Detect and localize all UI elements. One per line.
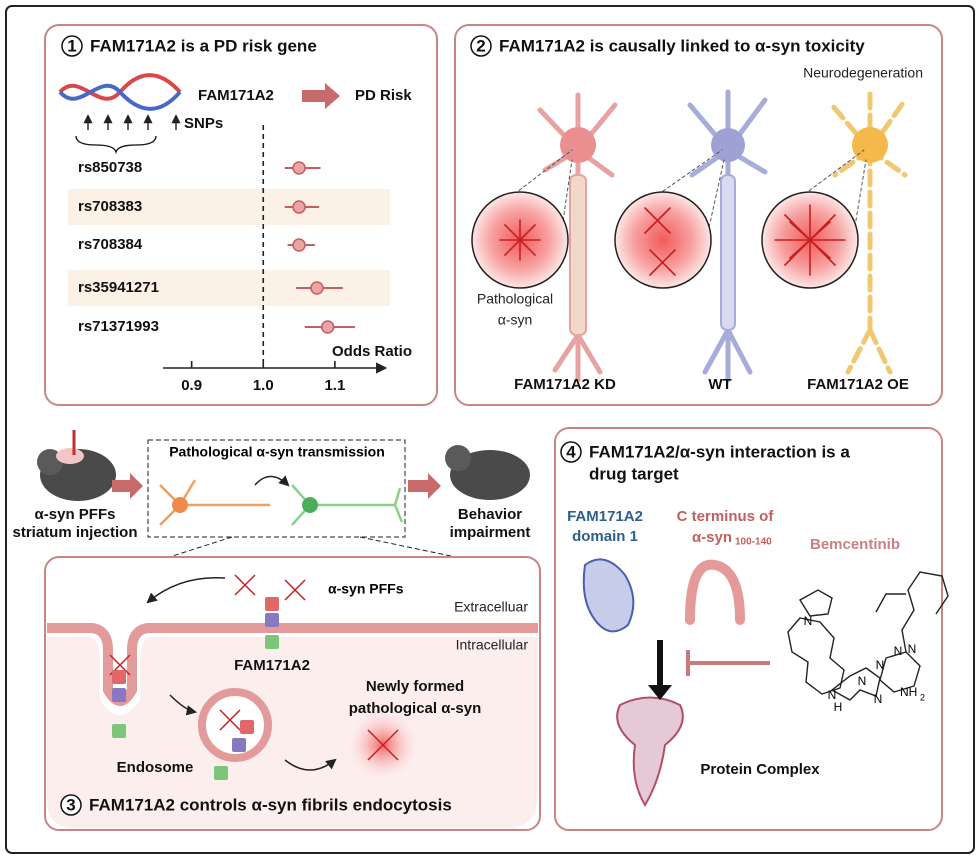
injection-label: striatum injection — [12, 524, 137, 541]
new-fibrils-label: Newly formed — [366, 678, 464, 695]
panel-number: 2 — [476, 36, 485, 55]
zoom-line — [359, 536, 471, 561]
x-axis-label: Odds Ratio — [332, 343, 412, 360]
fibrils — [109, 574, 399, 761]
snps-label: SNPs — [184, 115, 223, 132]
cterm-label: C terminus of — [677, 508, 775, 525]
risk-arrow — [302, 83, 340, 109]
panel-title: FAM171A2/α-syn interaction is a — [589, 442, 850, 461]
flow-arrow — [112, 473, 143, 499]
receptor-label: FAM171A2 — [234, 657, 310, 674]
annotation: Neurodegeneration — [803, 65, 923, 81]
outcome-label: impairment — [450, 524, 531, 541]
x-tick-label: 1.1 — [324, 377, 345, 394]
atom-label: N — [828, 688, 837, 702]
condition-label: FAM171A2 KD — [514, 376, 616, 393]
atom-label: N — [874, 692, 883, 706]
transmission-box — [147, 439, 406, 538]
cterm-label: α-syn — [692, 529, 732, 546]
gene-label: FAM171A2 — [198, 87, 274, 104]
panel-number-circle — [560, 441, 582, 463]
snp-arrows — [75, 114, 181, 155]
domain-label: domain 1 — [572, 528, 638, 545]
process-arrows — [146, 576, 337, 771]
panel-number-circle — [60, 794, 82, 816]
panel-title: FAM171A2 is causally linked to α-syn tox… — [499, 36, 865, 55]
atom-label: NH — [900, 685, 917, 699]
odds-ratio-point — [310, 281, 324, 295]
atom-label: N — [804, 614, 813, 628]
complex-label: Protein Complex — [700, 761, 820, 778]
panel-number: 1 — [67, 36, 76, 55]
neurons — [471, 89, 908, 383]
panel-title: FAM171A2 controls α-syn fibrils endocyto… — [89, 795, 452, 814]
atom-label: N — [858, 674, 867, 688]
panel-number: 4 — [566, 442, 576, 461]
snp-label: rs71371993 — [78, 318, 159, 335]
pathological-label: Pathological — [477, 291, 553, 307]
odds-ratio-point — [292, 161, 306, 175]
pathological-label: α-syn — [498, 312, 533, 328]
outcome-label: Behavior — [458, 506, 522, 523]
dna-helix — [58, 73, 182, 111]
cterm-subscript: 100-140 — [735, 537, 772, 548]
domain-label: FAM171A2 — [567, 508, 643, 525]
odds-ratio-point — [320, 320, 335, 334]
intracellular-label: Intracellular — [456, 637, 529, 653]
snp-label: rs708383 — [78, 198, 142, 215]
snp-label: rs35941271 — [78, 279, 159, 296]
condition-label: FAM171A2 OE — [807, 376, 909, 393]
panel-number-circle — [61, 35, 83, 57]
transmission-title: Pathological α-syn transmission — [169, 444, 385, 460]
row-band — [68, 189, 390, 225]
panel-title: drug target — [589, 464, 679, 483]
extracellular-label: Extracelluar — [454, 599, 528, 615]
atom-label: N — [894, 644, 903, 658]
forest-plot: rs850738 rs708383 rs708384 rs35941271 rs7137… — [68, 125, 412, 394]
panel-title: FAM171A2 is a PD risk gene — [90, 36, 317, 55]
condition-label: WT — [708, 376, 731, 393]
mouse-right — [445, 445, 530, 500]
x-tick-label: 0.9 — [181, 377, 202, 394]
mouse-left — [37, 430, 116, 501]
receptors — [112, 597, 279, 780]
atom-label: H — [834, 700, 843, 714]
zoom-line — [159, 536, 233, 561]
protein-structures — [582, 558, 745, 807]
endosome-label: Endosome — [117, 759, 194, 776]
binding-arrowhead — [648, 685, 672, 700]
injection-label: α-syn PFFs — [35, 506, 116, 523]
new-fibrils-label: pathological α-syn — [349, 700, 482, 717]
atom-label: 2 — [920, 692, 925, 702]
atom-label: N — [876, 658, 885, 672]
odds-ratio-point — [292, 200, 306, 214]
outcome-label: PD Risk — [355, 87, 412, 104]
cytoplasm — [47, 637, 538, 828]
transmission-neurons — [159, 475, 404, 526]
molecule — [787, 571, 949, 701]
snp-label: rs850738 — [78, 159, 142, 176]
pffs-label: α-syn PFFs — [328, 581, 404, 597]
flow-arrow — [408, 473, 441, 499]
panel-number: 3 — [66, 795, 75, 814]
odds-ratio-point — [292, 238, 306, 252]
drug-label: Bemcentinib — [810, 536, 900, 553]
atom-label: N — [908, 642, 917, 656]
x-tick-label: 1.0 — [253, 377, 274, 394]
panel-number-circle — [470, 35, 492, 57]
snp-label: rs708384 — [78, 236, 143, 253]
